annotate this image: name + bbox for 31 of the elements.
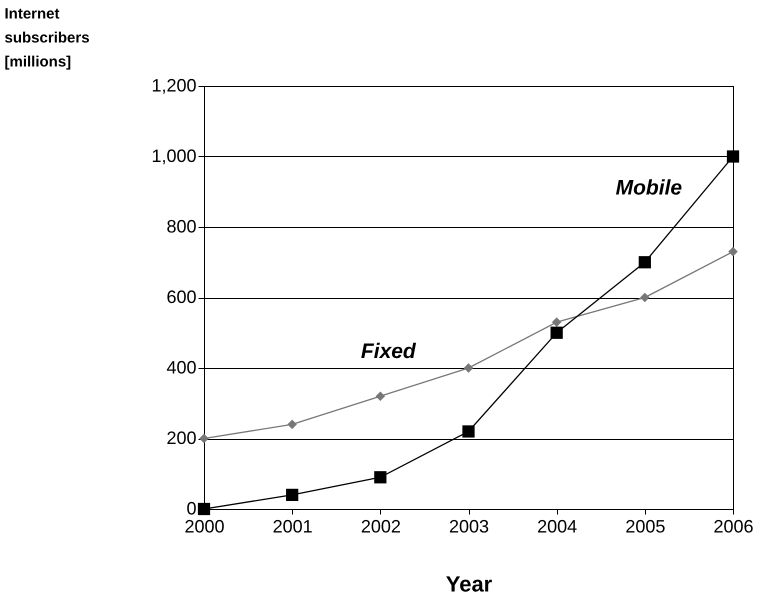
y-tick-label: 400 bbox=[166, 358, 196, 378]
point bbox=[287, 420, 297, 430]
x-tick-label: 2002 bbox=[360, 516, 401, 536]
point bbox=[464, 363, 474, 373]
x-axis-title: Year bbox=[446, 572, 493, 596]
point bbox=[726, 150, 740, 163]
x-tick-label: 2006 bbox=[713, 516, 754, 536]
point bbox=[550, 326, 563, 339]
y-tick-label: 1,000 bbox=[151, 146, 196, 166]
x-tick-label: 2000 bbox=[184, 516, 225, 536]
y-tick-label: 800 bbox=[166, 216, 196, 236]
y-tick-label: 0 bbox=[186, 498, 196, 518]
series-label: Fixed bbox=[360, 340, 417, 364]
point bbox=[462, 425, 475, 438]
x-tick-label: 2004 bbox=[537, 516, 578, 536]
point bbox=[552, 317, 562, 327]
x-tick-label: 2001 bbox=[272, 516, 313, 536]
point bbox=[286, 488, 298, 502]
x-tick-label: 2005 bbox=[625, 516, 666, 536]
x-tick-label: 2003 bbox=[448, 516, 490, 536]
point bbox=[374, 471, 386, 484]
series-label: Mobile bbox=[616, 176, 682, 200]
point bbox=[728, 246, 738, 256]
y-tick-label: 1,200 bbox=[151, 76, 196, 96]
point bbox=[376, 391, 386, 401]
point bbox=[198, 502, 210, 516]
point bbox=[640, 292, 650, 302]
point bbox=[638, 256, 651, 268]
y-tick-label: 600 bbox=[166, 287, 196, 307]
y-tick-label: 200 bbox=[166, 428, 196, 448]
y-axis-title: Internet subscribers [millions] bbox=[4, 6, 90, 70]
